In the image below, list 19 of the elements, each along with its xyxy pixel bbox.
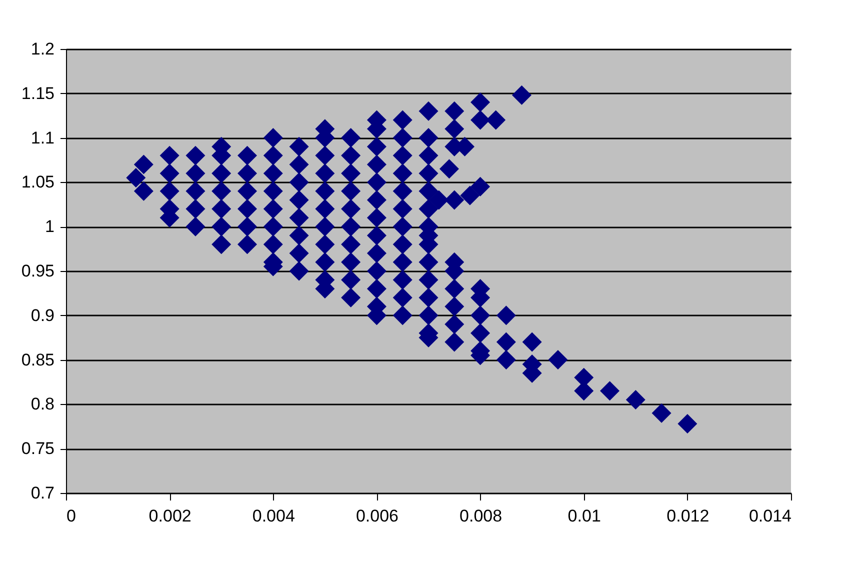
y-tick-label: 1 <box>45 217 54 236</box>
x-tick-label: 0.008 <box>460 506 502 526</box>
x-tick-label: 0.014 <box>748 506 792 526</box>
y-tick-label: 1.1 <box>30 128 54 148</box>
x-tick-label: 0.006 <box>356 506 398 526</box>
y-tick-label: 0.95 <box>21 262 54 280</box>
y-tick-label: 0.75 <box>21 439 54 458</box>
y-tick-label: 0.8 <box>30 394 54 414</box>
y-tick-label: 1.05 <box>21 172 54 192</box>
y-tick-label: 0.85 <box>21 350 54 370</box>
x-tick-label: 0 <box>66 506 76 526</box>
y-tick-label: 0.9 <box>30 306 54 325</box>
y-tick-label: 1.2 <box>30 40 54 58</box>
x-tick-label: 0.01 <box>568 506 601 526</box>
y-tick-label: 1.15 <box>21 84 54 103</box>
x-tick-label: 0.002 <box>148 506 192 526</box>
x-tick-label: 0.012 <box>666 506 710 526</box>
y-tick-label: 0.7 <box>30 484 54 502</box>
x-tick-label: 0.004 <box>252 506 295 526</box>
